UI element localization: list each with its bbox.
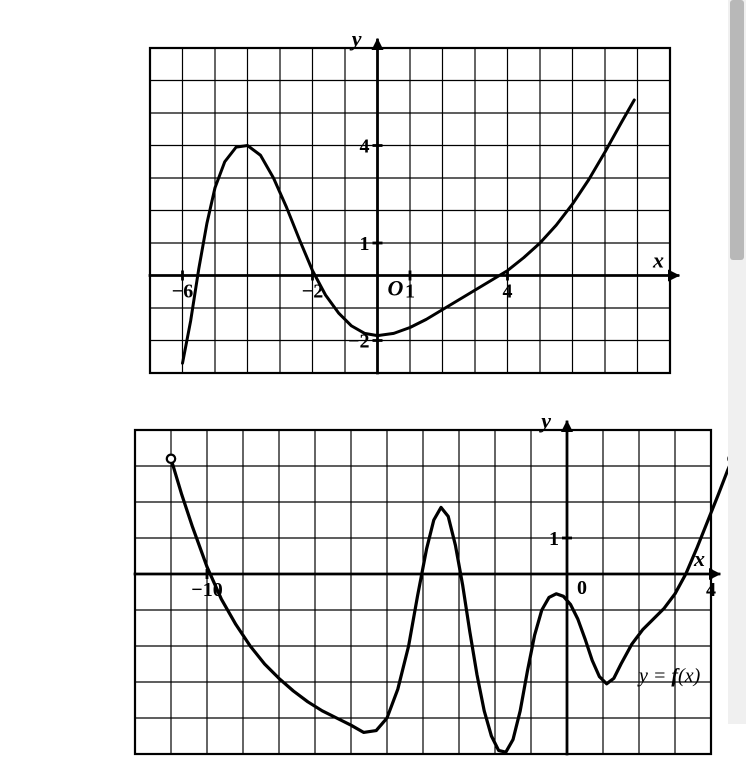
svg-text:4: 4 xyxy=(503,281,513,303)
svg-text:−2: −2 xyxy=(302,281,323,303)
svg-text:4: 4 xyxy=(706,579,716,601)
svg-text:−2: −2 xyxy=(348,331,369,353)
svg-text:−10: −10 xyxy=(191,579,222,601)
svg-text:x: x xyxy=(693,546,705,571)
chart-top: yxO−6−21441−2 xyxy=(130,28,690,393)
svg-text:0: 0 xyxy=(577,577,587,599)
scrollbar-thumb[interactable] xyxy=(730,0,744,260)
svg-text:4: 4 xyxy=(360,136,370,158)
scrollbar-track[interactable] xyxy=(728,0,746,724)
svg-text:O: O xyxy=(388,276,404,301)
svg-text:y = f(x): y = f(x) xyxy=(637,665,701,687)
svg-text:x: x xyxy=(652,248,664,273)
svg-text:1: 1 xyxy=(405,281,415,303)
svg-text:−6: −6 xyxy=(172,281,193,303)
svg-text:1: 1 xyxy=(549,528,559,550)
chart-bottom: yx0−1041y = f(x) xyxy=(115,410,731,774)
svg-text:1: 1 xyxy=(360,233,370,255)
